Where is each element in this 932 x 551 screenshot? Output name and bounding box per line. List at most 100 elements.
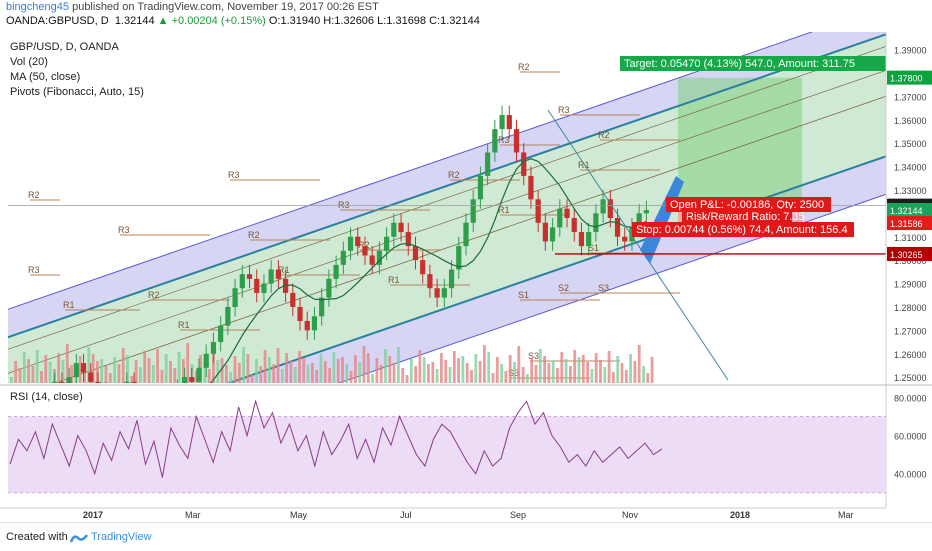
- volume-bar: [435, 369, 439, 383]
- candle-body: [549, 227, 556, 242]
- chart-canvas[interactable]: R2 R3 R1 R3 R2 R1 R3 R2 R1 R3 R2 R1 R2 R3 R1 R3 R1 R2 S1 S2…: [0, 0, 932, 522]
- volume-bar: [289, 360, 293, 383]
- time-tick-label: Nov: [622, 510, 639, 520]
- candle-body: [189, 377, 195, 382]
- volume-bar: [603, 367, 607, 383]
- time-tick-label: Jul: [400, 510, 412, 520]
- volume-bar: [319, 354, 323, 383]
- volume-bar: [169, 361, 172, 383]
- candle-body: [311, 316, 318, 331]
- rsi-legend[interactable]: RSI (14, close): [10, 391, 83, 403]
- volume-bar: [624, 370, 628, 383]
- candle-body: [578, 232, 585, 247]
- candle-body: [535, 199, 541, 223]
- candle-body: [427, 274, 433, 289]
- candle-body: [557, 208, 563, 228]
- volume-bar: [422, 357, 426, 383]
- pivot-level-label: R2: [28, 190, 40, 200]
- volume-bar: [323, 361, 327, 383]
- stop-label-bg: [632, 222, 854, 237]
- volume-bar: [182, 359, 185, 383]
- volume-bar: [229, 372, 233, 383]
- time-tick-label: May: [290, 510, 308, 520]
- pivot-level-label: R1: [278, 265, 290, 275]
- legend-volume[interactable]: Vol (20): [10, 56, 48, 68]
- volume-bar: [495, 357, 499, 383]
- volume-bar: [48, 362, 52, 383]
- author-link[interactable]: bingcheng45: [6, 1, 70, 13]
- volume-bar: [57, 353, 61, 383]
- candle-body: [261, 283, 267, 293]
- volume-bar: [594, 353, 598, 383]
- volume-bar: [91, 354, 95, 383]
- pivot-level-label: S3: [528, 351, 539, 361]
- legend-ma[interactable]: MA (50, close): [10, 71, 81, 83]
- volume-bar: [379, 365, 383, 383]
- volume-bar: [599, 360, 602, 383]
- volume-bar: [586, 362, 589, 383]
- pivot-level-label: R2: [248, 230, 260, 240]
- volume-bar: [564, 359, 568, 383]
- close-value: C:1.32144: [429, 15, 480, 27]
- volume-bar: [392, 363, 396, 383]
- volume-bar: [44, 355, 48, 383]
- trend-line: [547, 109, 729, 381]
- candle-body: [405, 232, 411, 247]
- candle-body: [506, 115, 512, 130]
- volume-bar: [521, 367, 525, 383]
- volume-bar: [78, 356, 82, 383]
- candle-body: [196, 367, 202, 382]
- volume-bar: [444, 360, 448, 383]
- volume-bar: [457, 358, 460, 383]
- volume-bar: [414, 366, 417, 383]
- pivot-level-label: R2: [518, 62, 530, 72]
- candle-body: [319, 297, 325, 317]
- volume-bar: [534, 365, 538, 383]
- volume-bar: [543, 356, 546, 383]
- candle-body: [607, 199, 613, 219]
- volume-bar: [504, 371, 508, 383]
- candle-body: [340, 250, 346, 265]
- legend-pivots[interactable]: Pivots (Fibonacci, Auto, 15): [10, 86, 144, 98]
- price-tick-label: 1.39000: [894, 46, 927, 56]
- volume-bar: [371, 374, 374, 383]
- candle-body: [268, 269, 274, 284]
- volume-bar: [332, 352, 336, 383]
- volume-bar: [440, 353, 443, 383]
- symbol-label[interactable]: OANDA:GBPUSD, D: [6, 15, 109, 27]
- candle-body: [593, 213, 599, 233]
- pivot-level-label: S3: [598, 283, 609, 293]
- candle-body: [622, 236, 628, 242]
- price-tick-label: 1.34000: [894, 163, 927, 173]
- volume-bar: [237, 363, 241, 383]
- volume-bar: [186, 343, 190, 383]
- inner-channel-band: [8, 34, 886, 383]
- volume-bar: [483, 345, 486, 383]
- volume-bar: [341, 357, 344, 383]
- candle-body: [571, 218, 577, 233]
- legend-symbol[interactable]: GBP/USD, D, OANDA: [10, 41, 119, 53]
- pivot-level-label: R3: [558, 105, 570, 115]
- volume-bar: [556, 368, 559, 383]
- volume-bar: [508, 355, 512, 383]
- candle-body: [254, 278, 260, 293]
- tradingview-brand[interactable]: TradingView: [91, 531, 152, 543]
- candle-body: [362, 246, 368, 256]
- risk-reward-label-bg: [682, 209, 792, 224]
- candle-body: [168, 396, 173, 401]
- rsi-tick-label: 60.0000: [894, 432, 927, 442]
- volume-bar: [362, 346, 366, 383]
- volume-bar: [10, 377, 13, 383]
- price-tag: [887, 246, 932, 261]
- volume-bar: [547, 363, 551, 383]
- pivot-level-label: R2: [148, 290, 160, 300]
- volume-bar: [255, 359, 258, 383]
- volume-bar: [633, 361, 637, 383]
- candle-body: [131, 381, 137, 383]
- volume-bar: [517, 346, 521, 383]
- volume-bar: [397, 347, 400, 383]
- candle-body: [66, 377, 72, 383]
- candle-body: [376, 250, 383, 265]
- volume-bar: [311, 363, 314, 383]
- channel-line: [8, 33, 886, 339]
